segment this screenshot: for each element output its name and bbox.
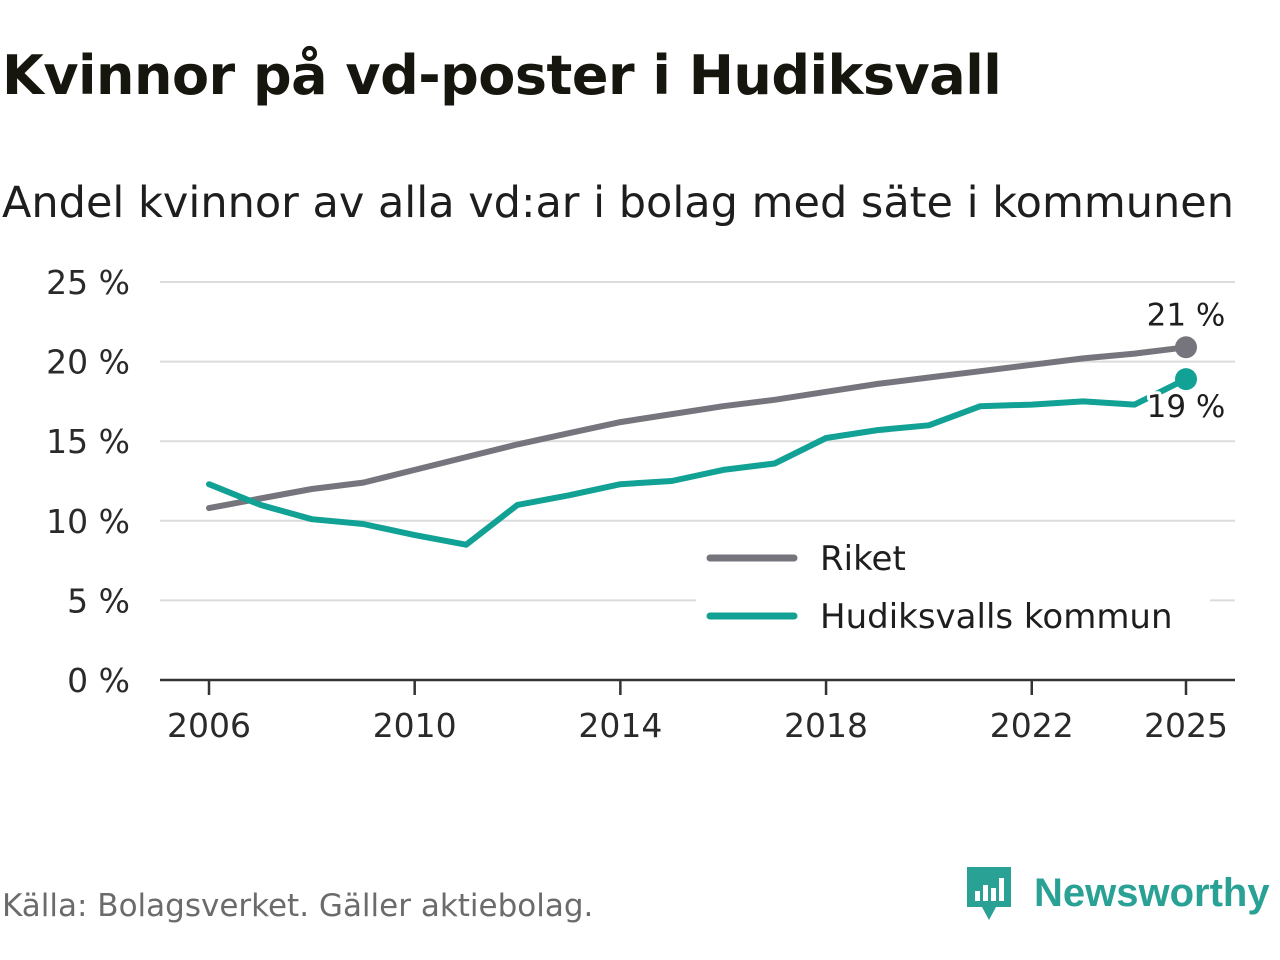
newsworthy-logo-icon xyxy=(967,867,1011,920)
end-point-marker xyxy=(1175,368,1197,391)
series-line-riket xyxy=(206,344,1189,512)
legend-label: Hudiksvalls kommun xyxy=(820,597,1173,637)
x-tick-label: 2014 xyxy=(578,706,662,745)
y-tick-label: 10 % xyxy=(46,502,130,541)
brand-name: Newsworthy xyxy=(1034,870,1270,915)
brand-logo: Newsworthy xyxy=(964,864,1270,922)
end-value-label: 19 % xyxy=(1147,389,1226,425)
x-tick-label: 2018 xyxy=(784,706,868,745)
y-tick-label: 5 % xyxy=(67,581,130,620)
chart-title: Kvinnor på vd-poster i Hudiksvall xyxy=(2,44,1002,107)
end-value-label: 21 % xyxy=(1147,297,1226,333)
end-point-marker xyxy=(1175,336,1197,359)
y-tick-label: 0 % xyxy=(67,661,130,700)
x-tick-label: 2010 xyxy=(373,706,457,745)
y-tick-label: 15 % xyxy=(46,422,130,461)
x-tick-label: 2025 xyxy=(1144,706,1228,745)
x-tick-label: 2022 xyxy=(990,706,1074,745)
source-note: Källa: Bolagsverket. Gäller aktiebolag. xyxy=(2,888,594,924)
y-tick-label: 20 % xyxy=(46,343,130,382)
x-tick-label: 2006 xyxy=(167,706,251,745)
chart-subtitle: Andel kvinnor av alla vd:ar i bolag med … xyxy=(2,178,1234,228)
legend-background xyxy=(696,528,1210,638)
series-line-hudiksvall xyxy=(206,376,1189,548)
y-tick-label: 25 % xyxy=(46,263,130,302)
legend-label: Riket xyxy=(820,539,906,579)
